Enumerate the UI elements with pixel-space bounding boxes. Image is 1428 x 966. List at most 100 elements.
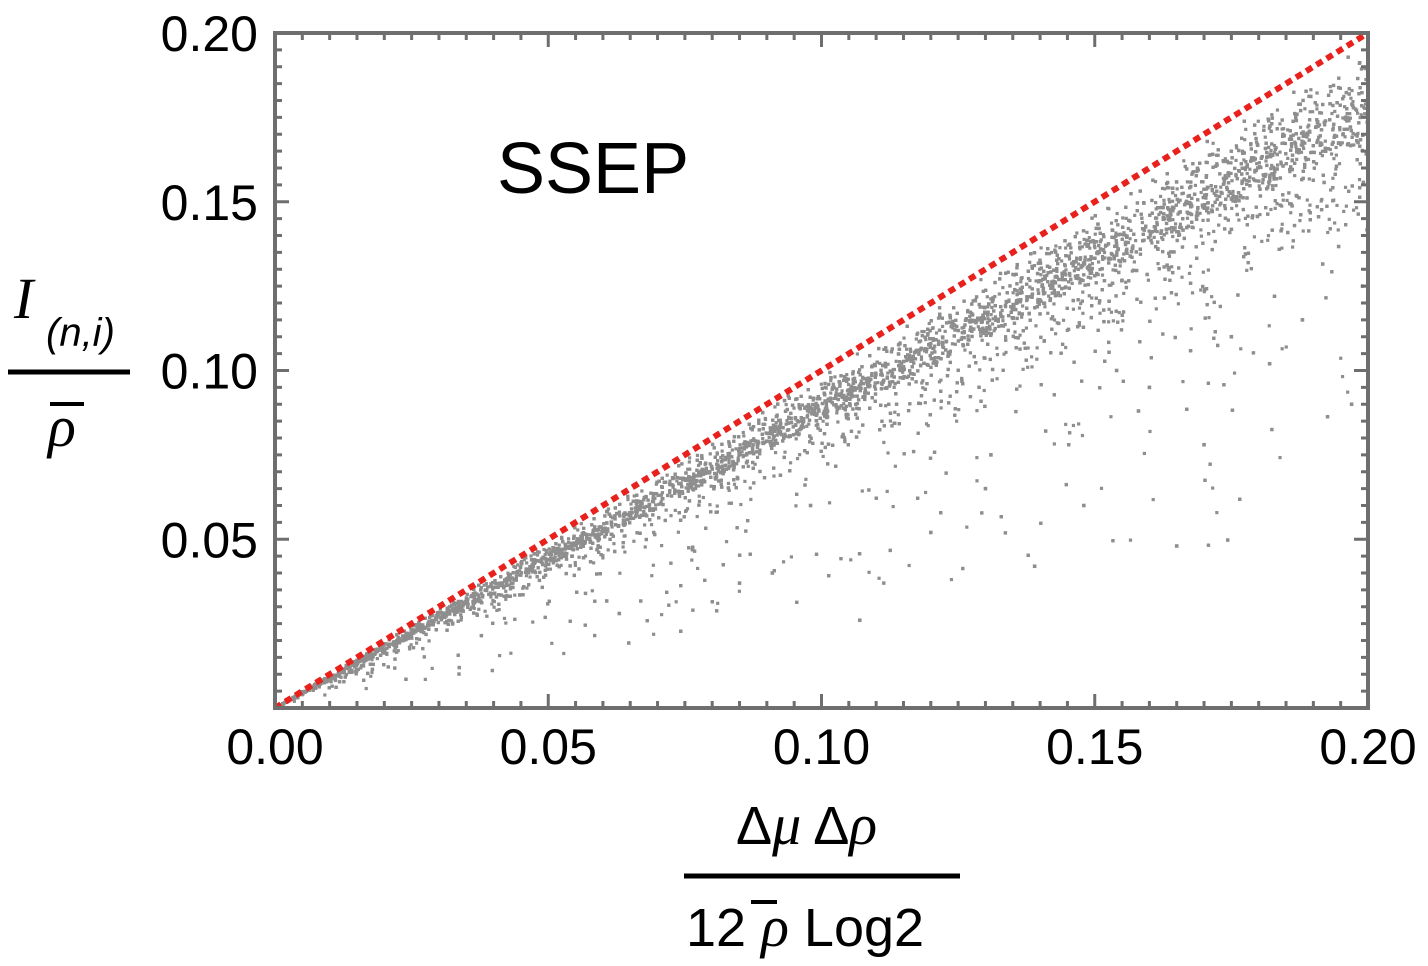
scatter-point (355, 658, 359, 662)
scatter-point (576, 528, 580, 532)
scatter-point (784, 402, 788, 407)
scatter-point (694, 479, 699, 484)
scatter-point (842, 435, 846, 439)
scatter-point (660, 613, 664, 617)
scatter-point (1028, 260, 1032, 264)
scatter-point (805, 424, 809, 428)
scatter-point (525, 586, 529, 590)
scatter-point (998, 311, 1003, 315)
scatter-point (1171, 218, 1175, 222)
scatter-point (601, 556, 605, 560)
scatter-point (1317, 123, 1322, 127)
scatter-point (1223, 173, 1227, 178)
scatter-point (509, 651, 513, 655)
scatter-point (1359, 67, 1364, 71)
scatter-point (1175, 187, 1179, 191)
scatter-point (665, 473, 669, 477)
scatter-point (792, 406, 796, 410)
scatter-point (1273, 151, 1277, 155)
scatter-point (652, 632, 656, 636)
scatter-point (1058, 246, 1062, 250)
scatter-point (904, 347, 909, 351)
scatter-point (734, 447, 738, 451)
scatter-point (1067, 257, 1072, 261)
scatter-point (1270, 113, 1274, 117)
scatter-point (1252, 177, 1256, 181)
scatter-point (1162, 198, 1166, 202)
scatter-point (894, 359, 898, 363)
scatter-point (1256, 215, 1260, 219)
scatter-point (492, 605, 496, 609)
scatter-point (1090, 296, 1094, 300)
scatter-point (1026, 365, 1030, 369)
scatter-point (1180, 275, 1184, 279)
scatter-point (1239, 347, 1243, 351)
scatter-point (783, 450, 787, 454)
scatter-point (1046, 311, 1050, 315)
scatter-point (1211, 486, 1215, 490)
scatter-point (1201, 218, 1205, 222)
scatter-point (716, 601, 720, 605)
scatter-point (933, 350, 937, 354)
scatter-point (1054, 332, 1058, 336)
scatter-point (1343, 115, 1348, 119)
scatter-point (1326, 147, 1331, 151)
scatter-point (1275, 108, 1280, 112)
scatter-point (1328, 85, 1332, 89)
scatter-point (329, 680, 333, 684)
scatter-point (1286, 128, 1290, 132)
scatter-point (1314, 162, 1319, 166)
scatter-point (1018, 333, 1022, 337)
scatter-point (1257, 184, 1261, 188)
scatter-point (498, 654, 502, 658)
scatter-point (603, 526, 607, 530)
scatter-point (626, 497, 630, 502)
scatter-point (547, 552, 551, 556)
scatter-point (1064, 268, 1068, 272)
scatter-point (950, 342, 955, 346)
scatter-point (1036, 288, 1040, 292)
scatter-point (1034, 324, 1038, 328)
scatter-point (1098, 267, 1102, 272)
scatter-point (882, 347, 886, 351)
scatter-point (323, 693, 327, 697)
scatter-point (1212, 229, 1216, 234)
scatter-point (1030, 264, 1034, 268)
scatter-point (540, 563, 545, 567)
scatter-point (1204, 196, 1208, 200)
scatter-point (1122, 252, 1126, 256)
scatter-point (612, 542, 616, 546)
scatter-point (1173, 222, 1178, 226)
scatter-point (800, 422, 805, 426)
scatter-point (1217, 223, 1221, 227)
scatter-point (1331, 126, 1335, 130)
scatter-point (1339, 356, 1343, 360)
scatter-point (1180, 192, 1184, 196)
scatter-point (668, 490, 672, 495)
scatter-point (527, 571, 531, 575)
scatter-point (727, 458, 731, 462)
scatter-point (652, 491, 656, 496)
scatter-point (1205, 201, 1210, 205)
scatter-point (483, 609, 487, 613)
scatter-point (1334, 153, 1338, 157)
scatter-point (726, 481, 731, 486)
scatter-point (902, 336, 906, 340)
scatter-point (1173, 193, 1178, 198)
scatter-point (979, 278, 983, 282)
scatter-point (836, 420, 840, 424)
scatter-point (471, 599, 475, 604)
scatter-point (1298, 125, 1303, 129)
scatter-point (775, 441, 780, 445)
scatter-point (1311, 110, 1315, 114)
scatter-point (548, 567, 552, 571)
scatter-point (940, 324, 945, 329)
scatter-point (1100, 254, 1105, 259)
scatter-point (737, 453, 741, 458)
scatter-point (1146, 278, 1151, 282)
scatter-point (1275, 202, 1279, 206)
scatter-point (827, 501, 832, 505)
scatter-point (911, 358, 915, 362)
scatter-point (1275, 163, 1280, 167)
